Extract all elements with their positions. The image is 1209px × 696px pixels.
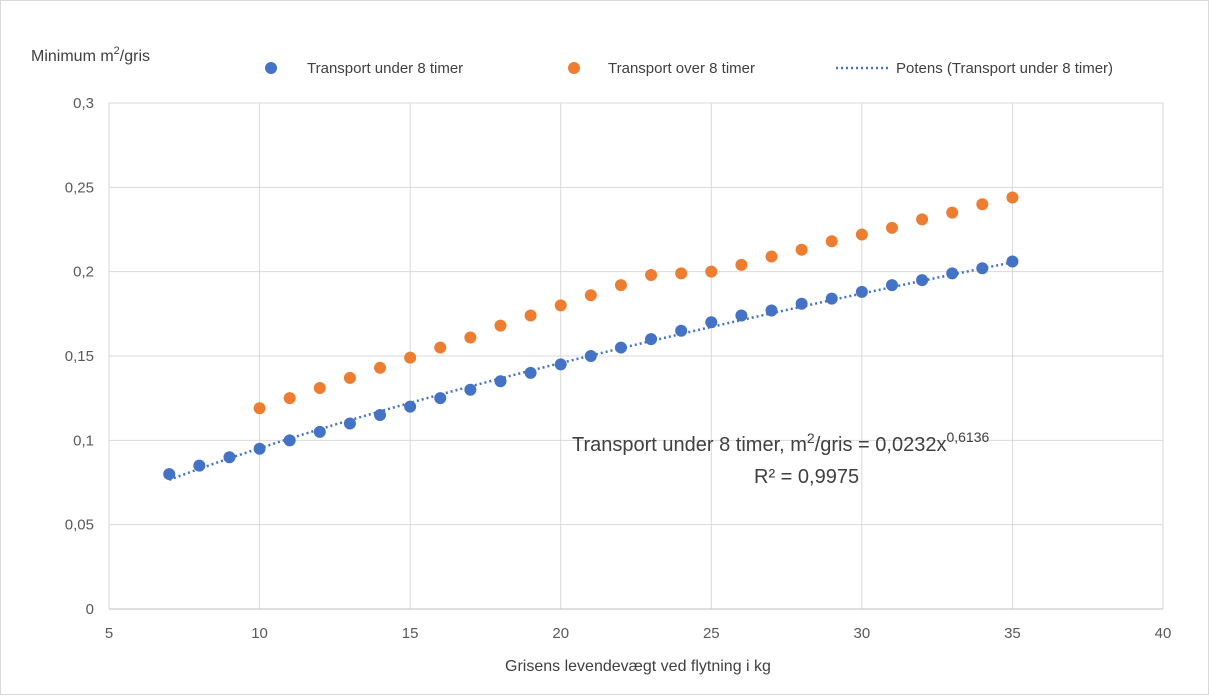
y-tick-label: 0,25 bbox=[65, 179, 94, 196]
point-under-8 bbox=[193, 459, 206, 472]
point-over-8 bbox=[825, 235, 838, 248]
point-under-8 bbox=[885, 279, 898, 292]
point-over-8 bbox=[614, 279, 627, 292]
point-over-8 bbox=[253, 402, 266, 415]
y-tick-label: 0,1 bbox=[73, 432, 94, 449]
y-axis-title: Minimum m2/gris bbox=[31, 45, 150, 65]
point-under-8 bbox=[253, 442, 266, 455]
point-under-8 bbox=[494, 375, 507, 388]
point-over-8 bbox=[916, 213, 929, 226]
point-over-8 bbox=[554, 299, 567, 312]
point-over-8 bbox=[735, 258, 748, 271]
point-under-8 bbox=[584, 350, 597, 362]
r-squared-text: R² = 0,9975 bbox=[754, 466, 859, 488]
y-tick-label: 0,3 bbox=[73, 95, 94, 112]
point-under-8 bbox=[223, 451, 236, 464]
point-over-8 bbox=[494, 319, 507, 332]
equation-text: Transport under 8 timer, m2/gris = 0,023… bbox=[572, 429, 989, 456]
point-under-8 bbox=[343, 417, 356, 430]
point-over-8 bbox=[765, 250, 778, 263]
point-over-8 bbox=[976, 198, 989, 211]
x-axis-title: Grisens levendevægt ved flytning i kg bbox=[505, 658, 771, 675]
point-over-8 bbox=[283, 392, 296, 405]
point-over-8 bbox=[705, 265, 718, 278]
point-over-8 bbox=[343, 371, 356, 384]
point-over-8 bbox=[946, 206, 959, 219]
point-under-8 bbox=[735, 309, 748, 322]
axes bbox=[108, 103, 1163, 610]
x-tick-label: 15 bbox=[402, 625, 419, 642]
point-under-8 bbox=[404, 400, 417, 413]
legend-marker-under-8 bbox=[265, 62, 277, 74]
point-over-8 bbox=[795, 243, 808, 256]
point-under-8 bbox=[645, 333, 658, 346]
tick-labels: 0 0,05 0,1 0,15 0,2 0,25 0,3 5 10 15 20 25 30 35 40 bbox=[65, 95, 1172, 642]
x-tick-label: 40 bbox=[1155, 625, 1172, 642]
point-under-8 bbox=[614, 341, 627, 354]
point-over-8 bbox=[464, 331, 477, 344]
point-over-8 bbox=[313, 382, 326, 395]
point-under-8 bbox=[765, 304, 778, 317]
point-under-8 bbox=[464, 383, 477, 396]
gridlines bbox=[109, 102, 1164, 609]
point-over-8 bbox=[645, 269, 658, 282]
trendline-equation: Transport under 8 timer, m2/gris = 0,023… bbox=[572, 429, 989, 488]
y-tick-label: 0,2 bbox=[73, 264, 94, 281]
point-under-8 bbox=[283, 434, 296, 447]
point-over-8 bbox=[584, 289, 597, 302]
point-over-8 bbox=[885, 221, 898, 234]
legend: Transport under 8 timer Transport over 8… bbox=[265, 60, 1113, 77]
x-tick-label: 10 bbox=[251, 625, 268, 642]
legend-label-trendline: Potens (Transport under 8 timer) bbox=[896, 60, 1113, 77]
point-under-8 bbox=[434, 392, 447, 405]
y-tick-label: 0,15 bbox=[65, 348, 94, 365]
point-under-8 bbox=[976, 262, 989, 275]
point-under-8 bbox=[163, 468, 176, 481]
point-over-8 bbox=[1006, 191, 1019, 204]
point-under-8 bbox=[916, 274, 929, 287]
y-tick-label: 0,05 bbox=[65, 517, 94, 534]
point-under-8 bbox=[554, 358, 567, 371]
point-under-8 bbox=[374, 409, 387, 422]
point-under-8 bbox=[524, 366, 537, 379]
point-under-8 bbox=[675, 324, 688, 337]
point-over-8 bbox=[374, 361, 387, 374]
point-over-8 bbox=[855, 228, 868, 241]
legend-marker-over-8 bbox=[568, 62, 580, 74]
point-under-8 bbox=[825, 292, 838, 305]
x-tick-label: 25 bbox=[703, 625, 720, 642]
point-under-8 bbox=[1006, 255, 1019, 268]
point-under-8 bbox=[855, 285, 868, 298]
point-under-8 bbox=[705, 316, 718, 329]
point-over-8 bbox=[434, 341, 447, 354]
x-tick-label: 30 bbox=[854, 625, 871, 642]
y-tick-label: 0 bbox=[86, 601, 94, 618]
point-under-8 bbox=[313, 425, 326, 438]
legend-label-under-8: Transport under 8 timer bbox=[307, 60, 463, 77]
x-tick-label: 5 bbox=[105, 625, 113, 642]
point-under-8 bbox=[946, 267, 959, 280]
point-over-8 bbox=[524, 309, 537, 322]
data-points bbox=[163, 191, 1019, 481]
x-tick-label: 35 bbox=[1004, 625, 1021, 642]
point-under-8 bbox=[795, 297, 808, 310]
legend-label-over-8: Transport over 8 timer bbox=[608, 60, 755, 77]
point-over-8 bbox=[404, 351, 417, 364]
x-tick-label: 20 bbox=[552, 625, 569, 642]
point-over-8 bbox=[675, 267, 688, 280]
